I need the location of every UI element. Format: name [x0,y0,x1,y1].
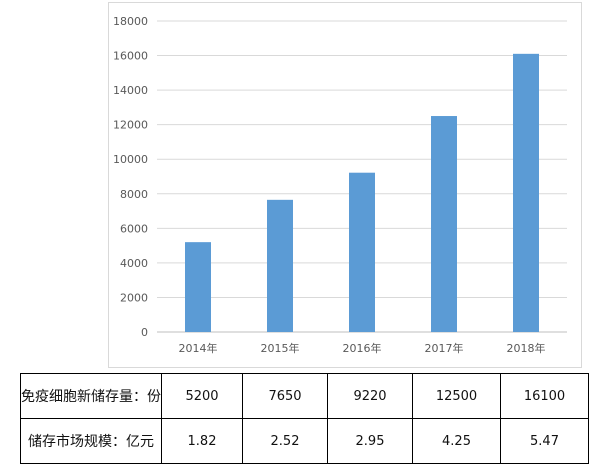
bar [349,172,375,332]
y-tick-label: 12000 [113,119,148,132]
bar [185,242,211,332]
x-tick-label: 2017年 [425,341,464,355]
bar [267,199,293,332]
table-row-storage-count: 免疫细胞新储存量：份 5200 7650 9220 12500 16100 [20,373,589,419]
table-cell: 1.82 [161,418,243,464]
y-tick-label: 4000 [120,257,148,270]
y-tick-label: 6000 [120,222,148,235]
y-tick-label: 0 [141,326,148,339]
table-row-market-size: 储存市场规模：亿元 1.82 2.52 2.95 4.25 5.47 [20,418,589,464]
y-tick-label: 18000 [113,15,148,28]
x-tick-label: 2014年 [179,341,218,355]
row-label-storage-count: 免疫细胞新储存量：份 [20,373,162,419]
data-table: 免疫细胞新储存量：份 5200 7650 9220 12500 16100 储存… [20,373,589,464]
x-tick-label: 2018年 [507,341,546,355]
y-tick-label: 10000 [113,153,148,166]
table-cell: 12500 [412,373,501,419]
bar [513,53,539,332]
y-tick-label: 14000 [113,84,148,97]
row-label-market-size: 储存市场规模：亿元 [20,418,162,464]
table-cell: 5200 [161,373,243,419]
table-cell: 7650 [242,373,328,419]
chart-frame: 0 2000 4000 6000 8000 10000 12000 14000 16000 180… [108,2,582,368]
y-tick-label: 2000 [120,291,148,304]
x-tick-label: 2015年 [261,341,300,355]
table-cell: 9220 [327,373,413,419]
table-cell: 2.95 [327,418,413,464]
table-cell: 4.25 [412,418,501,464]
y-tick-label: 16000 [113,50,148,63]
bar-chart: 0 2000 4000 6000 8000 10000 12000 14000 16000 180… [113,15,567,355]
table-cell: 2.52 [242,418,328,464]
table-cell: 16100 [500,373,589,419]
bar [431,116,457,333]
table-cell: 5.47 [500,418,589,464]
x-tick-label: 2016年 [343,341,382,355]
y-tick-label: 8000 [120,188,148,201]
